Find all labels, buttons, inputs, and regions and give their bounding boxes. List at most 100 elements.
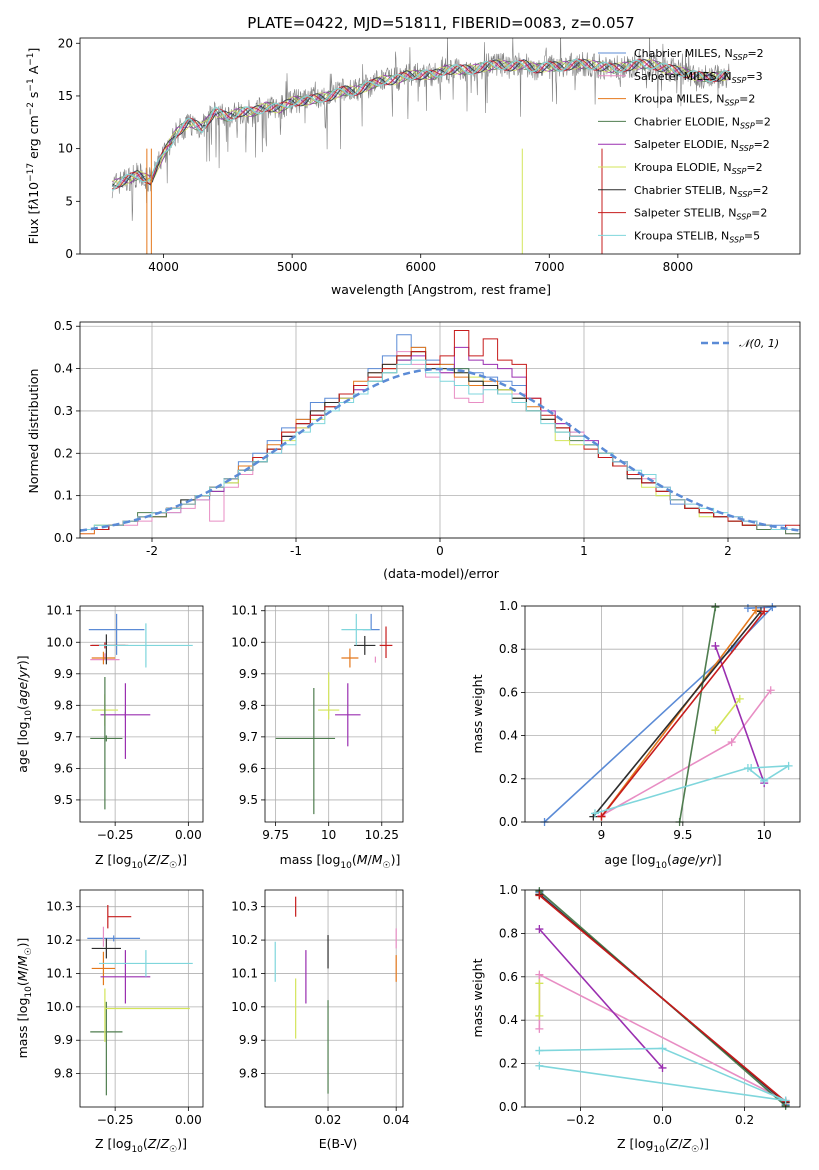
y-tick-label: 9.5: [239, 793, 258, 807]
y-tick-label: 0.2: [499, 772, 518, 786]
y-tick-label: 10.2: [231, 933, 258, 947]
mass-age-plot: 9.75 10 10.25 9.5 9.6 9.7 9.8 9.9 10.0 10.1: [231, 604, 404, 842]
axes-frame: [79, 605, 204, 823]
weight-point-marker: [535, 1061, 544, 1070]
y-tick-label: 0.4: [499, 1013, 518, 1027]
weight-point-marker: [658, 1063, 667, 1072]
age-weight-x-label: age [log10(age/yr)]: [604, 852, 721, 871]
weight-point-marker: [535, 970, 544, 979]
y-tick-label: 0.6: [499, 685, 518, 699]
mass-age-panel: 9.75 10 10.25 9.5 9.6 9.7 9.8 9.9 10.0 10.1 mass …: [231, 604, 404, 871]
hist-traces: [80, 330, 800, 538]
model-spectrum-line: [111, 59, 730, 188]
residual-legend: 𝒩(0, 1): [701, 337, 779, 350]
weight-point-marker: [711, 726, 720, 735]
legend-label: Chabrier ELODIE, NSSP=2: [634, 115, 771, 130]
y-tick-label: 1.0: [499, 883, 518, 897]
x-tick-label: 5000: [277, 260, 308, 274]
y-tick-label: 5: [65, 194, 73, 208]
observed-spectrum-line: [111, 38, 730, 221]
y-tick-label: 0.1: [54, 489, 73, 503]
z-mass-x-label: Z [log10(Z/Z☉)]: [95, 1136, 187, 1155]
x-tick-label: 0.00: [175, 1113, 202, 1127]
weight-line: [592, 610, 762, 818]
weight-point-marker: [752, 606, 761, 615]
y-tick-label: 0.2: [54, 446, 73, 460]
residual-x-label: (data-model)/error: [383, 566, 500, 581]
x-tick-label: -2: [146, 544, 158, 558]
z-mass-y-label: mass [log10(M/M☉)]: [15, 938, 34, 1059]
legend-label: Kroupa ELODIE, NSSP=2: [634, 161, 763, 176]
legend-label: Salpeter STELIB, NSSP=2: [634, 207, 767, 222]
normal-reference-legend-label: 𝒩(0, 1): [739, 337, 779, 350]
legend-label: Salpeter MILES, NSSP=3: [634, 70, 763, 85]
x-tick-label: 9.5: [673, 828, 692, 842]
x-tick-label: 2: [724, 544, 732, 558]
y-tick-label: 1.0: [499, 599, 518, 613]
y-tick-label: 9.7: [54, 730, 73, 744]
y-tick-label: 0.4: [54, 362, 73, 376]
z-age-x-label: Z [log10(Z/Z☉)]: [95, 852, 187, 871]
x-tick-label: 9: [598, 828, 606, 842]
weight-line: [600, 610, 765, 818]
x-tick-label: 0.00: [175, 828, 202, 842]
weight-line: [714, 645, 765, 784]
y-tick-label: 10.0: [46, 1000, 73, 1014]
model-spectrum-line: [111, 58, 730, 191]
x-tick-label: 0.04: [383, 1113, 410, 1127]
y-tick-label: 9.9: [239, 1033, 258, 1047]
y-tick-label: 10.1: [46, 604, 73, 618]
y-tick-label: 0.0: [499, 1100, 518, 1114]
x-tick-label: 9.75: [262, 828, 289, 842]
weight-point-marker: [535, 891, 544, 900]
weight-point-marker: [535, 1046, 544, 1055]
y-tick-label: 9.6: [54, 761, 73, 775]
z-mass-panel: −0.25 0.00 9.8 9.9 10.0 10.1 10.2 10.3 Z [log10…: [15, 889, 204, 1155]
y-tick-label: 10.3: [231, 900, 258, 914]
weight-point-marker: [735, 694, 744, 703]
x-tick-label: −0.25: [97, 1113, 134, 1127]
axes-frame: [79, 321, 801, 539]
weight-point-marker: [766, 686, 775, 695]
x-tick-label: 0.02: [315, 1113, 342, 1127]
legend-label: Chabrier MILES, NSSP=2: [634, 47, 764, 62]
y-tick-label: 9.8: [54, 698, 73, 712]
weight-point-marker: [590, 809, 599, 818]
weight-line: [678, 606, 717, 823]
weight-line: [538, 894, 787, 1103]
y-tick-label: 9.9: [54, 1033, 73, 1047]
weight-point-marker: [768, 603, 777, 612]
z-weight-panel: −0.2 0.0 0.2 0.0 0.2 0.4 0.6 0.8 1.0 Z [log10(Z/…: [470, 883, 801, 1155]
legend-label: Kroupa MILES, NSSP=2: [634, 93, 755, 108]
model-spectrum-line: [111, 59, 730, 190]
age-weight-panel: 9 9.5 10 0.0 0.2 0.4 0.6 0.8 1.0 age [log10(age/…: [470, 599, 801, 871]
z-weight-plot: −0.2 0.0 0.2 0.0 0.2 0.4 0.6 0.8 1.0: [499, 883, 801, 1127]
weight-point-marker: [535, 1024, 544, 1033]
x-tick-label: 4000: [148, 260, 179, 274]
y-tick-label: 0.8: [499, 642, 518, 656]
y-tick-label: 9.8: [239, 698, 258, 712]
x-tick-label: 10: [321, 828, 336, 842]
y-tick-label: 9.9: [239, 667, 258, 681]
y-tick-label: 10.0: [231, 1000, 258, 1014]
weight-point-marker: [743, 604, 752, 613]
weight-point-marker: [658, 1044, 667, 1053]
age-weight-plot: 9 9.5 10 0.0 0.2 0.4 0.6 0.8 1.0: [499, 599, 801, 842]
x-tick-label: 6000: [405, 260, 436, 274]
residual-y-label: Normed distribution: [26, 369, 41, 494]
y-tick-label: 0.2: [499, 1057, 518, 1071]
y-tick-label: 0.5: [54, 319, 73, 333]
y-tick-label: 0.0: [499, 815, 518, 829]
residual-panel: -2 -1 0 1 2 0.0 0.1 0.2 0.3 0.4 0.5 (data-model)/e…: [26, 319, 801, 581]
y-tick-label: 10.0: [46, 635, 73, 649]
x-tick-label: 0: [436, 544, 444, 558]
y-tick-label: 0.6: [499, 970, 518, 984]
weight-line: [543, 606, 775, 823]
spectrum-panel: PLATE=0422, MJD=51811, FIBERID=0083, z=0…: [26, 14, 801, 297]
y-tick-label: 10.1: [231, 966, 258, 980]
y-tick-label: 10.2: [46, 933, 73, 947]
weight-point-marker: [760, 607, 769, 616]
mass-age-x-label: mass [log10(M/M☉)]: [280, 852, 401, 871]
y-tick-label: 0: [65, 247, 73, 261]
